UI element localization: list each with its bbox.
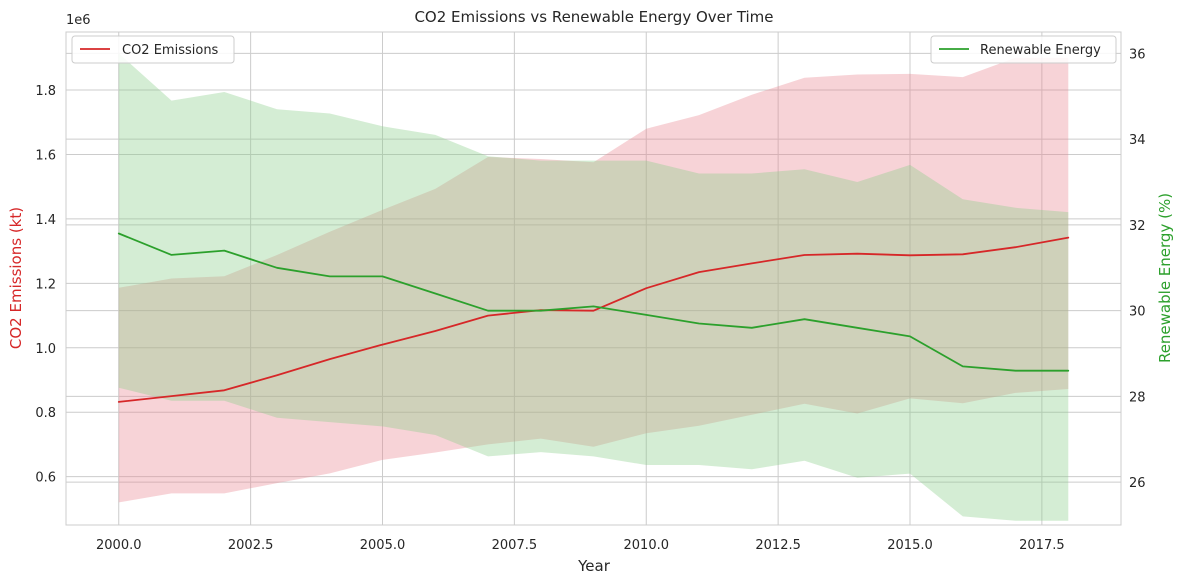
- legend-renewable-label: Renewable Energy: [980, 43, 1101, 58]
- left-tick-label: 0.6: [35, 471, 56, 486]
- left-tick-labels: 0.6 0.8 1.0 1.2 1.4 1.6 1.8: [35, 84, 56, 486]
- plot-frame: [65, 31, 1122, 526]
- chart-title: CO2 Emissions vs Renewable Energy Over T…: [414, 8, 773, 26]
- right-tick-label: 34: [1129, 133, 1146, 148]
- x-tick-labels: 2000.0 2002.5 2005.0 2007.5 2010.0 2012.5 2015…: [96, 538, 1065, 553]
- x-axis-label: Year: [577, 557, 611, 575]
- legend-co2-box: [71, 35, 235, 64]
- legend-renewable-box: [930, 35, 1117, 64]
- confidence-bands: [118, 53, 1069, 521]
- x-tick-label: 2000.0: [96, 538, 142, 553]
- x-tick-label: 2017.5: [1019, 538, 1065, 553]
- legend-co2: CO2 Emissions: [71, 35, 235, 64]
- x-tick-label: 2005.0: [360, 538, 406, 553]
- x-tick-label: 2010.0: [624, 538, 670, 553]
- left-tick-label: 1.0: [35, 342, 56, 357]
- legend-renewable: Renewable Energy: [930, 35, 1117, 64]
- right-tick-label: 28: [1129, 390, 1146, 405]
- band-co2: [118, 57, 1069, 503]
- series-lines: [117, 232, 1070, 403]
- right-tick-label: 26: [1129, 476, 1146, 491]
- x-tick-label: 2015.0: [887, 538, 933, 553]
- left-tick-label: 0.8: [35, 406, 56, 421]
- right-tick-label: 36: [1129, 47, 1146, 62]
- line-co2: [117, 236, 1070, 403]
- left-tick-label: 1.2: [35, 277, 56, 292]
- left-tick-label: 1.4: [35, 213, 56, 228]
- right-tick-label: 30: [1129, 305, 1146, 320]
- right-axis-label: Renewable Energy (%): [1156, 193, 1174, 363]
- left-tick-label: 1.8: [35, 84, 56, 99]
- line-renewable: [117, 232, 1070, 372]
- x-tick-label: 2012.5: [755, 538, 801, 553]
- right-tick-label: 32: [1129, 219, 1146, 234]
- legend-co2-label: CO2 Emissions: [122, 43, 219, 58]
- left-axis-label: CO2 Emissions (kt): [7, 207, 25, 349]
- right-tick-labels: 26 28 30 32 34 36: [1129, 47, 1146, 491]
- band-renewable: [118, 53, 1069, 521]
- left-axis-offset-label: 1e6: [66, 13, 91, 28]
- x-tick-label: 2002.5: [228, 538, 274, 553]
- left-tick-label: 1.6: [35, 148, 56, 163]
- x-tick-label: 2007.5: [492, 538, 538, 553]
